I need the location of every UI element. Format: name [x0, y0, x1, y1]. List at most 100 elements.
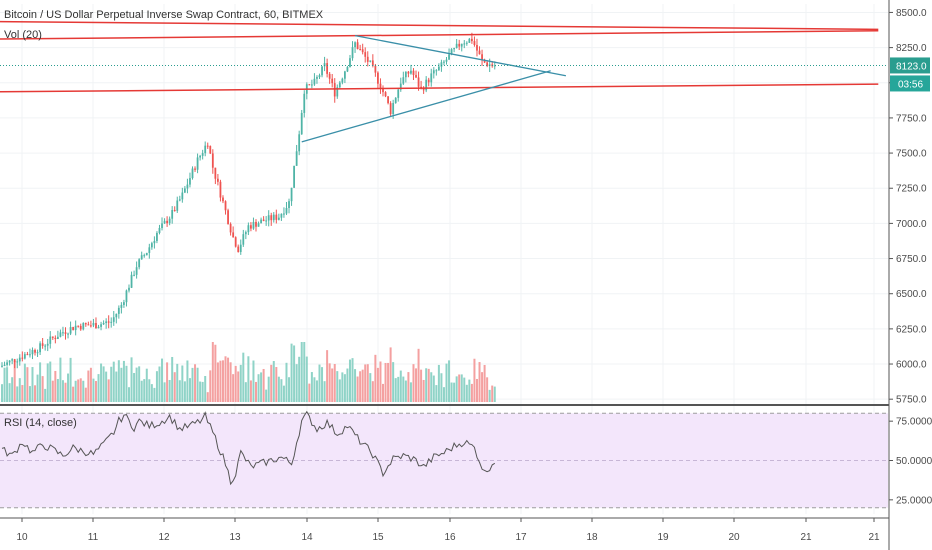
volume-bar — [16, 386, 19, 402]
volume-bar — [356, 376, 359, 402]
candle — [417, 77, 420, 87]
trend-line[interactable] — [0, 83, 879, 93]
volume-bar — [31, 367, 34, 402]
volume-bar — [366, 364, 369, 402]
candle — [260, 219, 262, 224]
trend-lines[interactable] — [0, 20, 879, 143]
candle — [140, 255, 143, 260]
candle — [244, 232, 247, 235]
date-tick-label: 16 — [444, 532, 456, 543]
candle — [69, 327, 72, 334]
price-tick-label: 8500.0 — [896, 8, 927, 19]
volume-bar — [150, 384, 153, 402]
candle — [199, 155, 202, 158]
volume-bar — [432, 375, 435, 402]
volume-bar — [450, 382, 453, 402]
candle — [255, 221, 257, 227]
candle — [166, 220, 168, 224]
volume-bar — [402, 376, 405, 402]
candle — [1, 365, 3, 367]
volume-bar — [364, 364, 367, 402]
volume-bar — [348, 359, 351, 402]
candle — [191, 168, 194, 179]
rsi-legend[interactable]: RSI (14, close) — [4, 417, 77, 429]
candle — [201, 153, 204, 156]
date-tick-label: 19 — [657, 532, 669, 543]
candle — [206, 145, 209, 147]
volume-bar — [161, 358, 164, 402]
volume-bar — [145, 368, 148, 402]
volume-bar — [359, 371, 362, 402]
volume-bar — [265, 389, 268, 402]
volume-bar — [313, 377, 316, 402]
volume-bar — [293, 345, 296, 402]
volume-bar — [361, 369, 364, 402]
time-axis[interactable]: 10 11 12 13 14 15 16 17 18 19 20 21 21 — [16, 518, 880, 543]
trend-line[interactable] — [0, 29, 879, 40]
candle — [163, 220, 166, 224]
candle — [242, 234, 245, 245]
rsi-axis[interactable]: 75.0000 50.0000 25.0000 — [889, 417, 932, 507]
candle — [272, 214, 275, 221]
date-tick-label: 21 — [868, 532, 880, 543]
date-tick-label: 17 — [515, 532, 527, 543]
candle — [128, 287, 130, 291]
rsi-tick-label: 25.0000 — [896, 495, 932, 506]
candles[interactable] — [1, 32, 496, 369]
volume-bar — [338, 379, 341, 402]
candle — [183, 188, 186, 193]
volume-bar — [336, 371, 339, 402]
candle — [374, 65, 377, 73]
candle — [117, 307, 120, 314]
volume-bar — [354, 369, 357, 402]
candle — [18, 357, 21, 362]
candle — [382, 88, 384, 93]
volume-bar — [56, 379, 59, 402]
candle — [379, 83, 382, 89]
volume-bar — [97, 374, 100, 402]
candle — [435, 70, 438, 72]
price-tick-label: 7500.0 — [896, 149, 927, 160]
volume-bar — [371, 381, 374, 402]
candle — [239, 244, 242, 252]
volume-bar — [163, 382, 166, 402]
volume-bar — [310, 372, 313, 402]
volume-bar — [239, 364, 242, 402]
trend-line[interactable] — [0, 20, 879, 31]
volume-bar — [470, 383, 473, 402]
volume-bar — [122, 360, 125, 402]
volume-bar — [404, 380, 407, 402]
candle — [214, 167, 217, 179]
candle — [168, 218, 171, 224]
candle — [41, 343, 44, 346]
candle — [227, 210, 229, 224]
candle — [16, 361, 19, 363]
volume-bar — [143, 379, 146, 402]
volume-bar — [211, 342, 214, 402]
volume-bar — [11, 377, 14, 402]
volume-bar — [473, 358, 476, 402]
candle — [44, 345, 47, 347]
candle — [285, 208, 288, 214]
candle — [153, 240, 156, 244]
candle — [453, 47, 456, 50]
volume-legend[interactable]: Vol (20) — [4, 29, 42, 41]
volume-bar — [331, 368, 334, 402]
trend-line[interactable] — [301, 70, 551, 143]
trend-line[interactable] — [354, 35, 567, 77]
volume-bar — [54, 370, 57, 402]
volume-bar — [74, 380, 77, 402]
volume-bar — [140, 380, 143, 402]
volume-bar — [267, 376, 270, 402]
candle — [186, 184, 189, 189]
volume-bar — [468, 379, 471, 402]
candle — [415, 74, 417, 78]
chart-title: Bitcoin / US Dollar Perpetual Inverse Sw… — [4, 9, 324, 21]
candle — [158, 227, 161, 233]
volume-bar — [13, 361, 16, 402]
volume-bar — [409, 382, 412, 402]
candle — [328, 73, 331, 79]
volume-bar — [128, 387, 130, 402]
candle — [56, 336, 59, 340]
